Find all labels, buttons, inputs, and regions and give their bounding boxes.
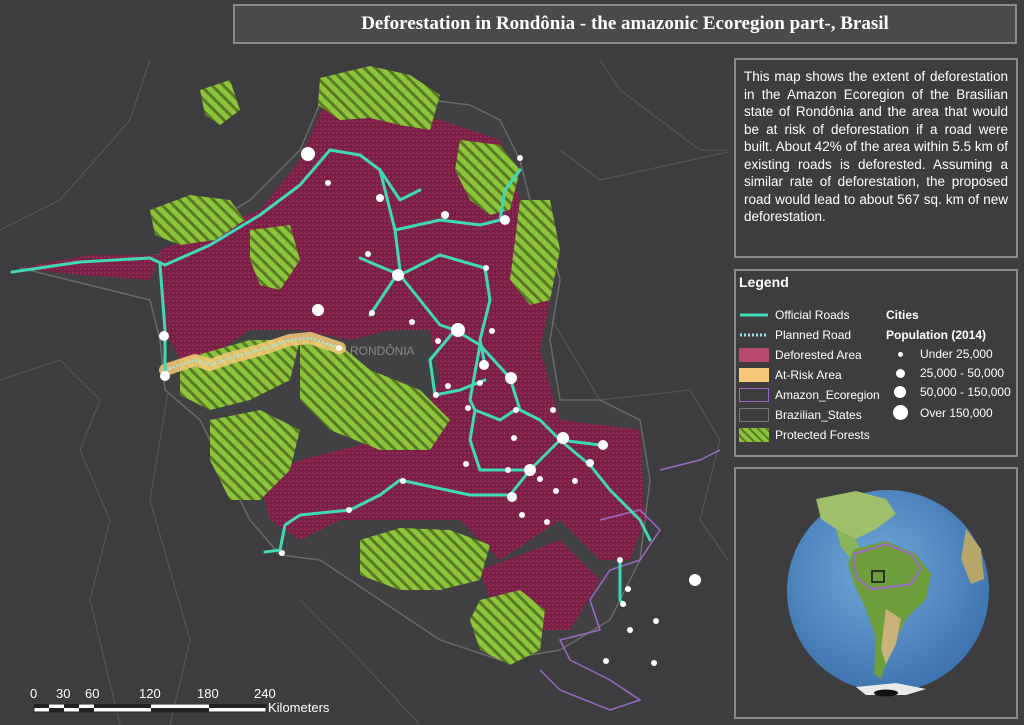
- deforested-swatch: [739, 348, 769, 362]
- description-panel: This map shows the extent of deforestati…: [734, 58, 1018, 258]
- scale-unit: Kilometers: [268, 700, 330, 715]
- amazon-ecoregion-boundary: [539, 449, 721, 711]
- cities-title: Cities: [886, 308, 919, 322]
- legend-item-deforested: Deforested Area: [739, 347, 862, 363]
- planned-road: [164, 336, 341, 372]
- legend-item-amazon-ecoregion: Amazon_Ecoregion: [739, 387, 880, 403]
- city-dot-xlarge-icon: [892, 405, 908, 420]
- locator-globe: [787, 490, 989, 697]
- legend-item-protected-forests: Protected Forests: [739, 427, 870, 443]
- map-canvas[interactable]: RONDÔNIA: [0, 46, 728, 725]
- at-risk-swatch: [739, 368, 769, 382]
- state-label: RONDÔNIA: [350, 343, 415, 358]
- population-title: Population (2014): [886, 328, 987, 342]
- official-roads-swatch: [740, 313, 768, 317]
- legend-title: Legend: [739, 274, 789, 290]
- scale-ruler: [34, 704, 267, 713]
- description-text: This map shows the extent of deforestati…: [744, 69, 1008, 224]
- population-class-3: 50,000 - 150,000: [886, 385, 1011, 399]
- population-class-1: Under 25,000: [886, 347, 993, 361]
- ecoregion-swatch: [739, 388, 769, 402]
- city-dot-large-icon: [894, 386, 906, 398]
- cities: [159, 147, 701, 666]
- state-boundaries: [0, 59, 728, 725]
- city-dot-medium-icon: [895, 368, 905, 378]
- population-class-2: 25,000 - 50,000: [886, 366, 1004, 380]
- legend-item-official-roads: Official Roads: [739, 307, 849, 323]
- protected-forests: [150, 66, 560, 665]
- city-dot-small-icon: [897, 351, 903, 357]
- legend-item-at-risk: At-Risk Area: [739, 367, 842, 383]
- map-title-bar: Deforestation in Rondônia - the amazonic…: [233, 4, 1017, 44]
- legend-item-brazilian-states: Brazilian_States: [739, 407, 862, 423]
- legend-item-planned-road: Planned Road: [739, 327, 851, 343]
- protected-swatch: [739, 428, 769, 442]
- locator-globe-panel: [734, 467, 1018, 719]
- legend-panel: Legend Official Roads Planned Road Defor…: [734, 269, 1018, 457]
- map-title: Deforestation in Rondônia - the amazonic…: [361, 13, 889, 34]
- states-swatch: [739, 408, 769, 422]
- planned-road-swatch: [740, 333, 768, 337]
- population-class-4: Over 150,000: [886, 405, 993, 420]
